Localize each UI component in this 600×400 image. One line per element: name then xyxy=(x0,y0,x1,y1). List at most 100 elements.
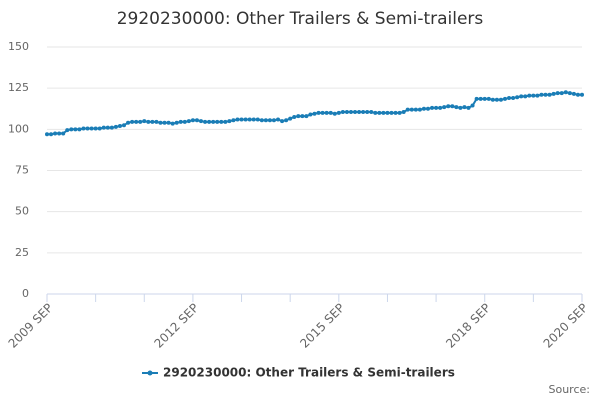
point xyxy=(255,117,260,122)
point xyxy=(523,94,528,99)
point xyxy=(166,120,171,125)
point xyxy=(502,96,507,101)
point xyxy=(434,105,439,110)
point xyxy=(271,118,276,123)
point xyxy=(413,107,418,112)
point xyxy=(450,104,455,109)
point xyxy=(454,105,459,110)
point xyxy=(170,121,175,126)
point xyxy=(344,110,349,115)
point xyxy=(575,92,580,97)
point xyxy=(292,114,297,119)
point xyxy=(174,120,179,125)
point xyxy=(438,105,443,110)
point xyxy=(243,117,248,122)
point xyxy=(393,110,398,115)
point xyxy=(69,127,74,132)
point xyxy=(486,96,491,101)
point xyxy=(515,95,520,100)
point xyxy=(474,96,479,101)
point xyxy=(65,128,70,133)
point xyxy=(369,110,374,115)
point xyxy=(442,105,447,110)
point xyxy=(308,112,313,117)
point xyxy=(101,125,106,130)
point xyxy=(150,119,155,124)
point xyxy=(543,92,548,97)
point xyxy=(162,120,167,125)
point xyxy=(571,91,576,96)
point xyxy=(353,110,358,115)
point xyxy=(320,110,325,115)
point xyxy=(446,104,451,109)
point xyxy=(77,127,82,132)
point xyxy=(122,123,127,128)
point xyxy=(580,92,584,97)
point xyxy=(470,103,475,108)
point xyxy=(332,111,337,116)
point xyxy=(53,131,58,136)
point xyxy=(227,119,232,124)
point xyxy=(401,110,406,115)
point xyxy=(425,106,430,111)
y-tick-label: 25 xyxy=(15,246,29,259)
point xyxy=(146,119,151,124)
point xyxy=(409,107,414,112)
point xyxy=(207,119,212,124)
point xyxy=(105,125,110,130)
point xyxy=(113,124,118,129)
y-tick-label: 75 xyxy=(15,164,29,177)
point xyxy=(219,119,224,124)
point xyxy=(182,119,187,124)
point xyxy=(373,110,378,115)
point xyxy=(45,132,49,137)
point xyxy=(154,119,159,124)
point xyxy=(458,105,463,110)
point xyxy=(551,91,556,96)
point xyxy=(235,117,240,122)
point xyxy=(490,97,495,102)
x-tick-label: 2015 SEP xyxy=(297,301,347,351)
point xyxy=(462,105,467,110)
point xyxy=(417,107,422,112)
legend-label: 2920230000: Other Trailers & Semi-traile… xyxy=(163,366,455,380)
point xyxy=(511,96,516,101)
point xyxy=(312,111,317,116)
point xyxy=(389,110,394,115)
point xyxy=(284,118,289,123)
chart-title: 2920230000: Other Trailers & Semi-traile… xyxy=(117,9,484,29)
point xyxy=(199,119,204,124)
point xyxy=(563,90,568,95)
point xyxy=(288,116,293,121)
point xyxy=(397,110,402,115)
point xyxy=(555,91,560,96)
point xyxy=(421,106,426,111)
point xyxy=(178,119,183,124)
point xyxy=(203,119,208,124)
point xyxy=(186,119,191,124)
point xyxy=(531,93,536,98)
point xyxy=(381,110,386,115)
point xyxy=(251,117,256,122)
point xyxy=(519,94,524,99)
point xyxy=(61,131,66,136)
point xyxy=(138,119,143,124)
point xyxy=(215,119,220,124)
x-tick-label: 2018 SEP xyxy=(443,301,493,351)
point xyxy=(223,119,228,124)
point xyxy=(267,118,272,123)
point xyxy=(340,110,345,115)
point xyxy=(117,124,122,129)
point xyxy=(49,132,54,137)
point xyxy=(126,120,131,125)
point xyxy=(336,110,341,115)
point xyxy=(263,118,268,123)
point xyxy=(109,125,114,130)
point xyxy=(142,119,147,124)
point xyxy=(527,93,532,98)
y-tick-label: 50 xyxy=(15,205,29,218)
point xyxy=(57,131,62,136)
point xyxy=(239,117,244,122)
point xyxy=(97,126,102,131)
